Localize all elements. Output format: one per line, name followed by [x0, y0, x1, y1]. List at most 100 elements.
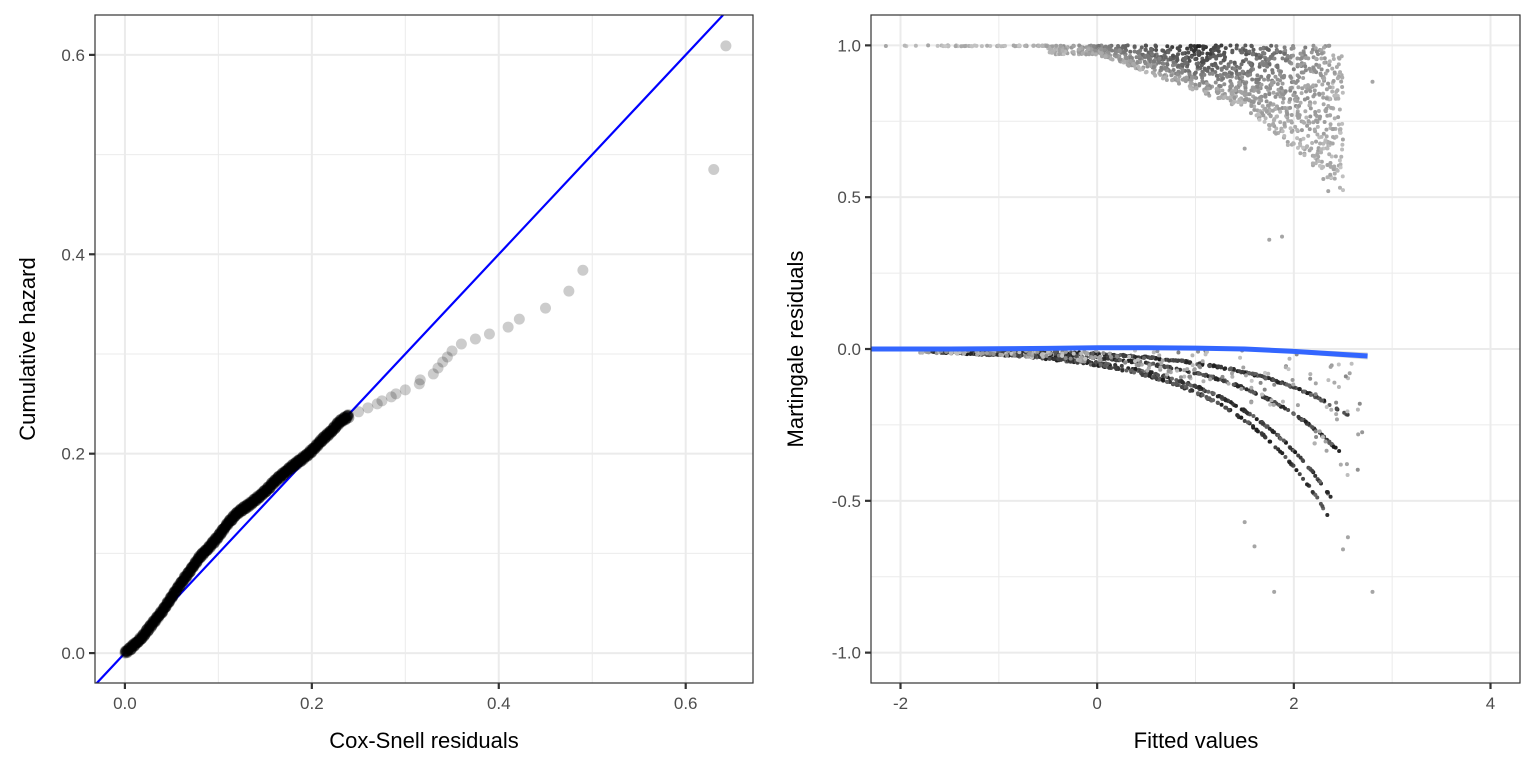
residual-point [316, 435, 328, 447]
left-y-tick-label: 0.6 [61, 46, 85, 65]
hexbin-cell [1301, 476, 1306, 481]
residual-point [284, 463, 296, 475]
hexbin-cell [1206, 65, 1211, 70]
residual-point [264, 483, 276, 495]
residual-point [293, 454, 305, 466]
residual-point [214, 528, 226, 540]
residual-point [145, 621, 157, 633]
left-x-ticks: 0.0 0.2 0.4 0.6 [113, 683, 698, 713]
residual-point [300, 449, 312, 461]
residual-point [288, 460, 300, 472]
hexbin-cell [1313, 381, 1318, 386]
residual-point [154, 608, 166, 620]
hexbin-cell [1301, 76, 1306, 81]
residual-point [234, 505, 246, 517]
residual-point [317, 431, 329, 443]
hexbin-cell [1232, 95, 1237, 100]
hexbin-cell [1268, 101, 1273, 106]
residual-point [258, 485, 270, 497]
residual-point [140, 625, 152, 637]
hexbin-cell [1101, 351, 1106, 356]
residual-point [224, 515, 236, 527]
residual-point [128, 640, 140, 652]
residual-point [271, 472, 283, 484]
residual-point [182, 567, 194, 579]
residual-point [315, 436, 327, 448]
hexbin-cell [1058, 43, 1063, 48]
hexbin-cell [1283, 455, 1288, 460]
hexbin-cell [1249, 389, 1254, 394]
residual-point [296, 452, 308, 464]
hexbin-cell [1308, 376, 1313, 381]
residual-point [204, 542, 216, 554]
residual-point [290, 457, 302, 469]
hexbin-cell [1302, 120, 1307, 125]
hexbin-cell [1143, 47, 1148, 52]
residual-point [237, 501, 249, 513]
residual-point [340, 412, 352, 424]
residual-point [226, 514, 238, 526]
residual-point [276, 468, 288, 480]
residual-point [214, 529, 226, 541]
hexbin-cell [1278, 72, 1283, 77]
hexbin-cell [1313, 161, 1318, 166]
residual-point [208, 538, 220, 550]
hexbin-cell [1329, 154, 1334, 159]
hexbin-cell [1210, 71, 1215, 76]
residual-point [194, 551, 206, 563]
residual-point [171, 585, 183, 597]
residual-point [276, 467, 288, 479]
residual-point [144, 619, 156, 631]
residual-point [225, 515, 237, 527]
hexbin-cell [1320, 435, 1325, 440]
residual-point [160, 601, 172, 613]
hexbin-cell [1338, 462, 1343, 467]
residual-point [205, 541, 217, 553]
residual-point [314, 436, 326, 448]
residual-point [151, 611, 163, 623]
residual-point [227, 511, 239, 523]
hexbin-cell [1150, 70, 1155, 75]
hexbin-cell [1280, 129, 1285, 134]
hexbin-cell [1240, 69, 1245, 74]
residual-point [303, 447, 315, 459]
hexbin-cell [1323, 108, 1328, 113]
residual-point [146, 619, 158, 631]
hexbin-cell [1280, 399, 1285, 404]
residual-point [335, 415, 347, 427]
hexbin-cell [1259, 82, 1264, 87]
residual-point [220, 520, 232, 532]
hexbin-cell [1272, 130, 1277, 135]
residual-point [288, 460, 300, 472]
residual-point [273, 472, 285, 484]
residual-point [304, 446, 316, 458]
residual-point [166, 592, 178, 604]
hexbin-cell [1340, 121, 1345, 126]
residual-point [121, 647, 133, 659]
residual-point [197, 546, 209, 558]
residual-point [304, 444, 316, 456]
residual-point [293, 454, 305, 466]
residual-point [193, 550, 205, 562]
hexbin-cell [1268, 402, 1273, 407]
residual-point [168, 587, 180, 599]
hexbin-cell [1290, 53, 1295, 58]
residual-point [226, 514, 238, 526]
hexbin-cell [1310, 425, 1315, 430]
hexbin-cell [1307, 66, 1312, 71]
residual-point [271, 475, 283, 487]
residual-point [209, 532, 221, 544]
hexbin-cell [1300, 417, 1305, 422]
residual-point [203, 541, 215, 553]
residual-point [157, 606, 169, 618]
residual-point [163, 597, 175, 609]
residual-point [218, 523, 230, 535]
hexbin-cell [1273, 74, 1278, 79]
hexbin-cell [1249, 378, 1254, 383]
residual-point [155, 606, 167, 618]
hexbin-cell [1339, 154, 1344, 159]
hexbin-cell [1248, 68, 1253, 73]
residual-point [153, 609, 165, 621]
residual-point [156, 607, 168, 619]
hexbin-cell [1169, 376, 1174, 381]
